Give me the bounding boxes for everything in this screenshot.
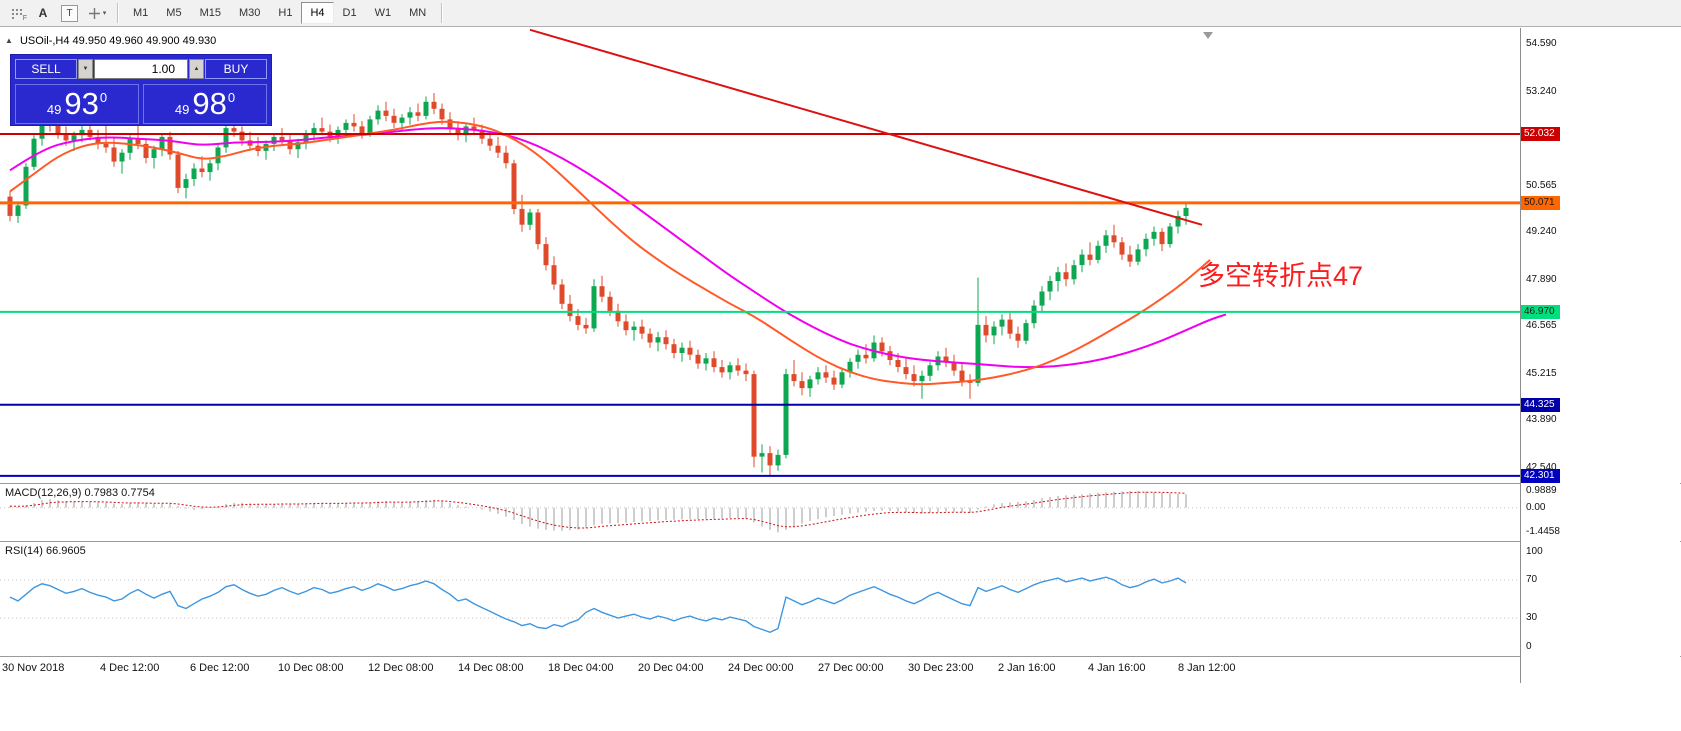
pattern-icon-letter: F <box>22 15 27 22</box>
time-label: 4 Dec 12:00 <box>100 662 160 674</box>
volume-up-button[interactable]: ▲ <box>189 59 204 79</box>
price-tick: 53.240 <box>1526 86 1557 97</box>
panel-divider <box>0 541 1681 542</box>
price-badge-52.032: 52.032 <box>1521 127 1560 141</box>
timeframe-button-h1[interactable]: H1 <box>269 2 301 24</box>
buy-price-sup: 0 <box>227 90 236 105</box>
buy-price-main: 98 <box>192 86 227 121</box>
chart-shift-marker <box>1203 32 1213 39</box>
rsi-panel[interactable]: RSI(14) 66.9605 <box>0 542 1520 656</box>
label-tool-icon[interactable]: A <box>38 6 48 20</box>
price-tick: 42.540 <box>1526 462 1557 473</box>
crosshair-tool-icon[interactable]: ▾ <box>85 2 109 24</box>
timeframe-button-d1[interactable]: D1 <box>334 2 366 24</box>
time-label: 30 Nov 2018 <box>2 662 65 674</box>
price-tick: 45.215 <box>1526 368 1557 379</box>
rsi-tick: 70 <box>1526 574 1538 585</box>
symbol-ohlc-text: USOil-,H4 49.950 49.960 49.900 49.930 <box>19 35 217 47</box>
volume-input[interactable] <box>94 59 188 79</box>
time-label: 14 Dec 08:00 <box>458 662 524 674</box>
time-label: 8 Jan 12:00 <box>1178 662 1236 674</box>
axis-separator <box>1520 28 1521 683</box>
candles <box>7 93 1189 476</box>
macd-panel[interactable]: MACD(12,26,9) 0.7983 0.7754 <box>0 484 1520 541</box>
time-label: 12 Dec 08:00 <box>368 662 434 674</box>
timeframe-button-m15[interactable]: M15 <box>191 2 230 24</box>
price-badge-42.301: 42.301 <box>1521 469 1560 483</box>
ma-slow-magenta <box>9 127 1227 369</box>
time-label: 18 Dec 04:00 <box>548 662 614 674</box>
macd-label: MACD(12,26,9) 0.7983 0.7754 <box>5 487 155 499</box>
crosshair-dropdown-icon[interactable]: ▾ <box>102 10 107 17</box>
trend-line <box>529 28 1203 226</box>
time-label: 4 Jan 16:00 <box>1088 662 1146 674</box>
time-label: 6 Dec 12:00 <box>190 662 250 674</box>
sell-price-prefix: 49 <box>46 102 62 117</box>
text-tool-icon[interactable]: T <box>61 4 78 22</box>
pattern-dots-icon <box>11 8 22 19</box>
price-badge-46.970: 46.970 <box>1521 305 1560 319</box>
chart-annotation: 多空转折点47 <box>1198 261 1364 291</box>
ma-fast-orange <box>9 120 1211 386</box>
timeframe-button-mn[interactable]: MN <box>400 2 435 24</box>
macd-histogram <box>9 491 1187 533</box>
sell-price-sup: 0 <box>99 90 108 105</box>
sell-button[interactable]: SELL <box>15 59 77 79</box>
timeframe-button-m5[interactable]: M5 <box>157 2 190 24</box>
price-tick: 46.565 <box>1526 320 1557 331</box>
sell-price-display[interactable]: 49 93 0 <box>15 84 139 124</box>
rsi-tick: 0 <box>1526 641 1532 652</box>
buy-button[interactable]: BUY <box>205 59 267 79</box>
buy-price-prefix: 49 <box>174 102 190 117</box>
timeframe-button-w1[interactable]: W1 <box>366 2 401 24</box>
macd-tick: 0.00 <box>1526 502 1546 513</box>
rsi-tick: 30 <box>1526 612 1538 623</box>
price-tick: 54.590 <box>1526 38 1557 49</box>
time-label: 10 Dec 08:00 <box>278 662 344 674</box>
panel-divider <box>0 656 1681 657</box>
toolbar-separator <box>117 3 118 23</box>
price-axis[interactable]: 54.590 53.240 50.565 49.240 47.890 46.565 45.2… <box>1521 28 1680 683</box>
time-axis[interactable]: 30 Nov 2018 4 Dec 12:00 6 Dec 12:00 10 Dec … <box>0 657 1520 683</box>
price-tick: 50.565 <box>1526 180 1557 191</box>
rsi-tick: 100 <box>1526 546 1543 557</box>
one-click-trade-panel: SELL ▼ ▲ BUY 49 93 0 49 98 0 <box>10 54 272 126</box>
price-tick: 49.240 <box>1526 226 1557 237</box>
sell-price-main: 93 <box>64 86 99 121</box>
timeframe-button-m1[interactable]: M1 <box>124 2 157 24</box>
price-badge-50.071: 50.071 <box>1521 196 1560 210</box>
toolbar-separator-2 <box>441 3 443 23</box>
timeframe-button-h4[interactable]: H4 <box>301 2 334 24</box>
rsi-label: RSI(14) 66.9605 <box>5 545 86 557</box>
time-label: 30 Dec 23:00 <box>908 662 974 674</box>
main-chart-svg[interactable] <box>0 28 1520 483</box>
time-label: 20 Dec 04:00 <box>638 662 704 674</box>
timeframe-buttons: M1 M5 M15 M30 H1 H4 D1 W1 MN <box>124 2 435 24</box>
rsi-line <box>9 576 1187 634</box>
price-badge-44.325: 44.325 <box>1521 398 1560 412</box>
macd-tick: -1.4458 <box>1526 526 1560 537</box>
crosshair-icon <box>88 7 100 19</box>
macd-tick: 0.9889 <box>1526 485 1557 496</box>
macd-signal-line <box>9 491 1187 529</box>
time-label: 24 Dec 00:00 <box>728 662 794 674</box>
main-toolbar: F A T ▾ M1 M5 M15 M30 H1 H4 D1 W1 MN <box>0 0 1681 27</box>
price-tick: 47.890 <box>1526 274 1557 285</box>
trade-panel-toggle-icon[interactable]: ▲ <box>5 36 13 45</box>
price-tick: 43.890 <box>1526 414 1557 425</box>
rsi-chart-svg[interactable] <box>0 542 1520 656</box>
panel-divider <box>0 483 1681 484</box>
time-label: 2 Jan 16:00 <box>998 662 1056 674</box>
buy-price-display[interactable]: 49 98 0 <box>143 84 267 124</box>
macd-chart-svg[interactable] <box>0 484 1520 541</box>
volume-down-button[interactable]: ▼ <box>78 59 93 79</box>
time-label: 27 Dec 00:00 <box>818 662 884 674</box>
chart-ohlc-line: ▲ USOil-,H4 49.950 49.960 49.900 49.930 <box>5 35 216 47</box>
timeframe-button-m30[interactable]: M30 <box>230 2 269 24</box>
pattern-f-icon[interactable]: F <box>5 2 29 24</box>
price-chart-panel[interactable]: ▲ USOil-,H4 49.950 49.960 49.900 49.930 … <box>0 28 1520 483</box>
